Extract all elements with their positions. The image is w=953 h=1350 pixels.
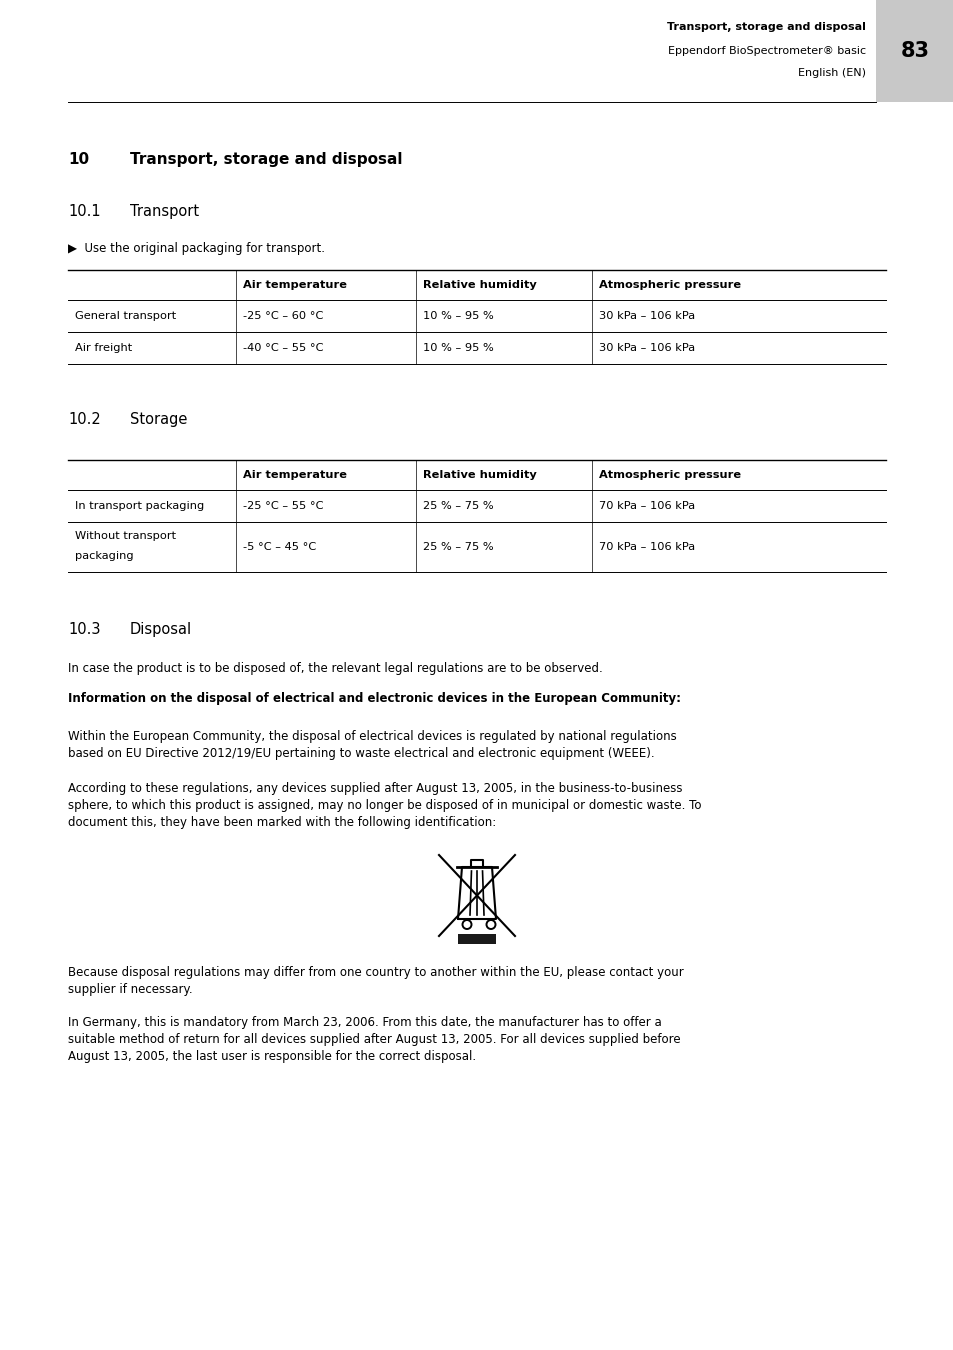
Text: Disposal: Disposal xyxy=(130,622,192,637)
Text: Information on the disposal of electrical and electronic devices in the European: Information on the disposal of electrica… xyxy=(68,693,680,705)
Text: In case the product is to be disposed of, the relevant legal regulations are to : In case the product is to be disposed of… xyxy=(68,662,602,675)
Text: 70 kPa – 106 kPa: 70 kPa – 106 kPa xyxy=(598,541,694,552)
Text: Transport: Transport xyxy=(130,204,199,219)
Text: General transport: General transport xyxy=(75,310,176,321)
Text: 10.3: 10.3 xyxy=(68,622,100,637)
Text: Air freight: Air freight xyxy=(75,343,132,352)
Text: -5 °C – 45 °C: -5 °C – 45 °C xyxy=(242,541,315,552)
Text: 70 kPa – 106 kPa: 70 kPa – 106 kPa xyxy=(598,501,694,512)
Text: packaging: packaging xyxy=(75,551,133,562)
Text: Atmospheric pressure: Atmospheric pressure xyxy=(598,279,740,290)
Text: 10.2: 10.2 xyxy=(68,412,101,427)
Text: 30 kPa – 106 kPa: 30 kPa – 106 kPa xyxy=(598,310,694,321)
Text: Because disposal regulations may differ from one country to another within the E: Because disposal regulations may differ … xyxy=(68,967,683,996)
Text: Transport, storage and disposal: Transport, storage and disposal xyxy=(130,153,402,167)
Text: Eppendorf BioSpectrometer® basic: Eppendorf BioSpectrometer® basic xyxy=(667,46,865,55)
Text: 10.1: 10.1 xyxy=(68,204,100,219)
Text: English (EN): English (EN) xyxy=(797,68,865,78)
Text: 30 kPa – 106 kPa: 30 kPa – 106 kPa xyxy=(598,343,694,352)
Text: Without transport: Without transport xyxy=(75,531,176,541)
Bar xyxy=(875,0,953,103)
Text: 83: 83 xyxy=(900,40,928,61)
Text: In transport packaging: In transport packaging xyxy=(75,501,204,512)
Text: Relative humidity: Relative humidity xyxy=(422,470,536,481)
Bar xyxy=(457,934,496,944)
Text: Transport, storage and disposal: Transport, storage and disposal xyxy=(666,22,865,32)
Text: 10: 10 xyxy=(68,153,89,167)
Text: -40 °C – 55 °C: -40 °C – 55 °C xyxy=(242,343,323,352)
Text: -25 °C – 60 °C: -25 °C – 60 °C xyxy=(242,310,323,321)
Text: Storage: Storage xyxy=(130,412,187,427)
Text: 10 % – 95 %: 10 % – 95 % xyxy=(422,310,493,321)
Text: According to these regulations, any devices supplied after August 13, 2005, in t: According to these regulations, any devi… xyxy=(68,782,700,829)
Text: Air temperature: Air temperature xyxy=(242,470,346,481)
Text: Within the European Community, the disposal of electrical devices is regulated b: Within the European Community, the dispo… xyxy=(68,730,676,760)
Text: In Germany, this is mandatory from March 23, 2006. From this date, the manufactu: In Germany, this is mandatory from March… xyxy=(68,1017,679,1062)
Text: 25 % – 75 %: 25 % – 75 % xyxy=(422,501,493,512)
Text: -25 °C – 55 °C: -25 °C – 55 °C xyxy=(242,501,323,512)
Text: Relative humidity: Relative humidity xyxy=(422,279,536,290)
Text: Air temperature: Air temperature xyxy=(242,279,346,290)
Text: Atmospheric pressure: Atmospheric pressure xyxy=(598,470,740,481)
Text: 10 % – 95 %: 10 % – 95 % xyxy=(422,343,493,352)
Text: 25 % – 75 %: 25 % – 75 % xyxy=(422,541,493,552)
Text: ▶  Use the original packaging for transport.: ▶ Use the original packaging for transpo… xyxy=(68,242,325,255)
